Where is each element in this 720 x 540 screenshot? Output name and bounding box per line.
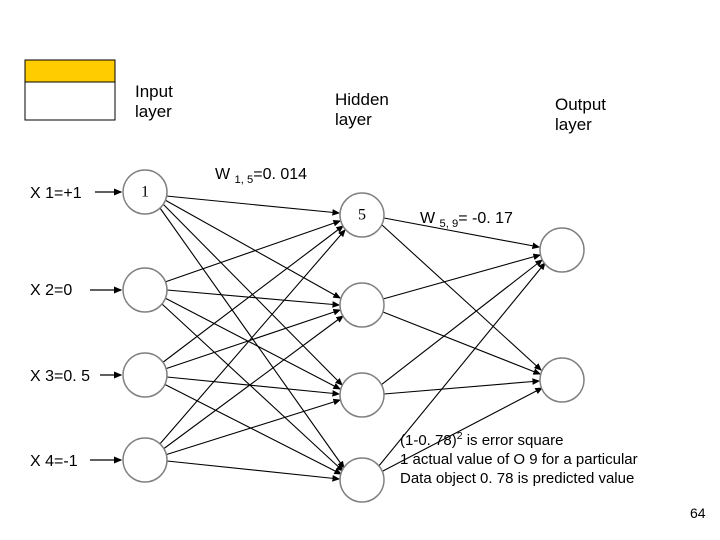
edges-input-hidden <box>159 196 345 479</box>
node-input-4 <box>123 438 167 482</box>
input-value-arrows <box>90 192 121 460</box>
hidden-layer-title: Hidden layer <box>335 90 389 131</box>
error-note: (1-0. 78)2 is error square 1 actual valu… <box>400 430 638 488</box>
weight-w15-label: W 1, 5=0. 014 <box>215 166 307 186</box>
node-output-9 <box>540 228 584 272</box>
slide-bullet-box <box>25 60 115 120</box>
slide-number: 64 <box>690 505 706 521</box>
node-output-10 <box>540 358 584 402</box>
x4-label: X 4=-1 <box>30 453 78 471</box>
weight-w59-label: W 5, 9= -0. 17 <box>420 210 513 230</box>
node-label-5: 5 <box>358 207 366 224</box>
node-hidden-7 <box>340 373 384 417</box>
x1-label: X 1=+1 <box>30 185 82 203</box>
x2-label: X 2=0 <box>30 282 72 300</box>
node-labels: 1 5 <box>141 184 366 224</box>
node-input-3 <box>123 353 167 397</box>
input-layer-title: Input layer <box>135 82 173 123</box>
x3-label: X 3=0. 5 <box>30 368 90 386</box>
node-hidden-6 <box>340 283 384 327</box>
output-layer-title: Output layer <box>555 95 606 136</box>
node-hidden-8 <box>340 458 384 502</box>
node-input-2 <box>123 268 167 312</box>
node-label-1: 1 <box>141 184 149 201</box>
